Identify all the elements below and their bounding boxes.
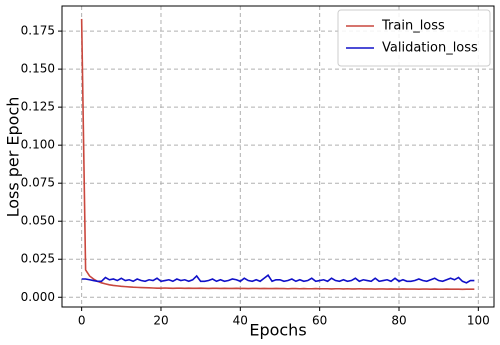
x-tick-label: 20 [153,314,168,328]
y-tick-label: 0.125 [21,100,55,114]
x-tick-label: 100 [467,314,490,328]
series-line [81,274,475,284]
y-tick-label: 0.100 [21,138,55,152]
x-tick-label: 80 [391,314,406,328]
y-tick-label: 0.150 [21,62,55,76]
y-tick-label: 0.025 [21,252,55,266]
y-tick-label: 0.000 [21,290,55,304]
x-tick-label: 0 [78,314,86,328]
series-line [80,18,475,291]
y-axis-label: Loss per Epoch [4,97,23,218]
plot-frame [61,5,495,308]
x-tick-label: 40 [233,314,248,328]
y-tick-label: 0.050 [21,214,55,228]
x-axis-label: Epochs [249,321,306,340]
legend-box [337,9,491,67]
y-tick-label: 0.175 [21,24,55,38]
legend-label: Train_loss [381,19,445,34]
legend-label: Validation_loss [382,41,478,56]
y-tick-label: 0.075 [21,176,55,190]
x-tick-label: 60 [312,314,327,328]
